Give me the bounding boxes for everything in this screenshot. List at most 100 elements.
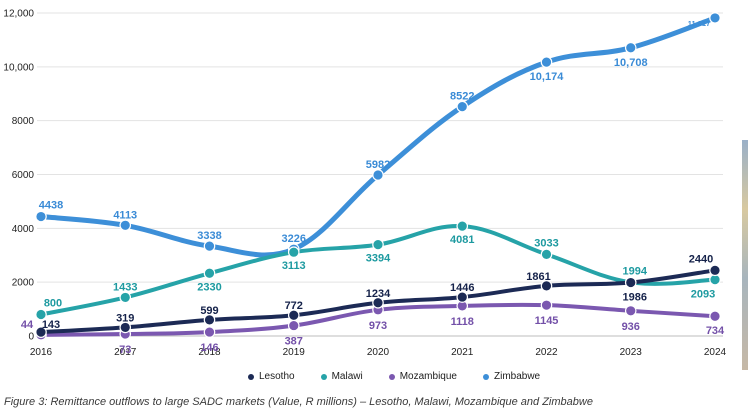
legend-label: Malawi [331, 371, 363, 382]
data-label-lesotho: 599 [200, 305, 218, 317]
gridlines [37, 12, 723, 337]
legend-label: Zimbabwe [493, 371, 541, 382]
data-label-malawi: 2330 [197, 281, 221, 293]
x-axis: 2016 2017 2018 2019 2020 2021 2022 2023 2024 [30, 335, 727, 358]
x-tick-label: 2022 [535, 347, 558, 358]
y-tick-label: 12,000 [3, 9, 34, 20]
point-zimbabwe [35, 210, 47, 223]
x-tick-label: 2023 [620, 347, 643, 358]
x-tick-label: 2019 [283, 347, 306, 358]
point-malawi [372, 238, 384, 251]
data-label-lesotho: 2440 [689, 253, 713, 265]
data-label-zimbabwe: 10,708 [614, 57, 648, 69]
point-zimbabwe [540, 56, 553, 68]
data-label-lesotho: 143 [42, 319, 60, 331]
data-label-mozambique: 44 [21, 319, 34, 331]
series-markers [35, 12, 721, 341]
legend-entry-lesotho: Lesotho [248, 371, 295, 382]
data-label-mozambique: 973 [369, 320, 387, 332]
y-tick-label: 6000 [12, 170, 35, 181]
data-label-mozambique: 146 [200, 342, 218, 354]
figure-caption: Figure 3: Remittance outflows to large S… [4, 396, 593, 408]
data-label-zimbabwe: 3338 [197, 230, 221, 242]
data-labels: 143 319 599 772 1234 1446 1861 1986 2440 800 1433 2… [21, 19, 725, 356]
data-label-zimbabwe: 4438 [39, 200, 63, 212]
point-mozambique [540, 299, 553, 311]
x-tick-label: 2021 [451, 347, 474, 358]
image-edge-strip [742, 140, 748, 370]
point-malawi [119, 291, 132, 304]
point-malawi [456, 220, 469, 232]
point-malawi [35, 308, 47, 321]
data-label-mozambique: 734 [706, 325, 725, 337]
point-zimbabwe [372, 169, 384, 181]
legend-swatch [320, 373, 327, 380]
data-label-lesotho: 1861 [526, 271, 550, 283]
data-label-mozambique: 387 [285, 336, 303, 348]
point-zimbabwe [203, 240, 216, 252]
x-tick-label: 2016 [30, 347, 53, 358]
data-label-lesotho: 1446 [450, 282, 474, 294]
data-label-zimbabwe: 3226 [282, 233, 306, 245]
point-lesotho [456, 291, 469, 303]
y-tick-label: 4000 [12, 224, 35, 235]
data-label-malawi: 2093 [691, 289, 715, 301]
data-label-lesotho: 1234 [366, 288, 391, 300]
point-lesotho [709, 264, 721, 277]
legend-swatch [482, 373, 489, 380]
data-label-mozambique: 936 [622, 321, 640, 333]
legend-label: Lesotho [259, 371, 295, 382]
data-label-zimbabwe: 8522 [450, 91, 474, 103]
data-label-mozambique: 1118 [451, 316, 474, 328]
point-zimbabwe [456, 100, 469, 113]
data-label-malawi: 800 [44, 297, 62, 309]
data-label-mozambique: 1145 [535, 315, 559, 327]
point-mozambique [709, 310, 721, 323]
point-zimbabwe [119, 219, 132, 232]
data-label-zimbabwe: 4113 [113, 209, 137, 221]
data-label-mozambique: 73 [119, 344, 131, 356]
data-label-malawi: 4081 [450, 234, 474, 246]
legend-entry-mozambique: Mozambique [388, 371, 457, 382]
point-mozambique [287, 319, 300, 332]
point-lesotho [35, 326, 47, 338]
data-label-malawi: 3394 [366, 253, 391, 265]
y-tick-label: 8000 [12, 116, 35, 127]
point-malawi [203, 267, 216, 280]
x-tick-label: 2020 [367, 347, 390, 358]
data-label-malawi: 1994 [623, 265, 648, 277]
data-label-lesotho: 319 [116, 312, 134, 324]
series-line-zimbabwe [38, 15, 718, 258]
data-label-lesotho: 1986 [623, 292, 647, 304]
legend-swatch [248, 373, 254, 380]
point-zimbabwe [624, 41, 637, 54]
point-lesotho [540, 280, 553, 292]
legend-label: Mozambique [399, 371, 457, 382]
x-tick-label: 2018 [198, 347, 221, 358]
point-lesotho [624, 276, 637, 289]
data-label-malawi: 3113 [282, 260, 306, 272]
data-label-zimbabwe: 11,817 [688, 19, 711, 28]
point-lesotho [372, 296, 384, 309]
x-tick-label: 2024 [704, 347, 727, 358]
point-lesotho [287, 309, 300, 322]
legend: Lesotho Malawi Mozambique Zimbabwe [248, 371, 540, 382]
point-mozambique [624, 305, 637, 317]
point-malawi [540, 248, 553, 261]
y-tick-label: 0 [28, 332, 34, 343]
data-label-malawi: 3033 [534, 237, 558, 249]
y-tick-label: 10,000 [3, 62, 34, 73]
point-zimbabwe [709, 12, 721, 24]
data-label-zimbabwe: 10,174 [530, 71, 565, 83]
point-lesotho [119, 321, 132, 334]
point-mozambique [203, 326, 216, 338]
data-label-malawi: 1433 [113, 281, 137, 293]
x-tick-label: 2017 [114, 347, 137, 358]
legend-entry-malawi: Malawi [320, 371, 363, 382]
legend-swatch [388, 373, 395, 380]
y-tick-label: 2000 [12, 278, 35, 289]
data-label-lesotho: 772 [285, 300, 303, 312]
legend-entry-zimbabwe: Zimbabwe [482, 371, 541, 382]
y-axis: 0 2000 4000 6000 8000 10,000 12,000 [3, 9, 34, 343]
